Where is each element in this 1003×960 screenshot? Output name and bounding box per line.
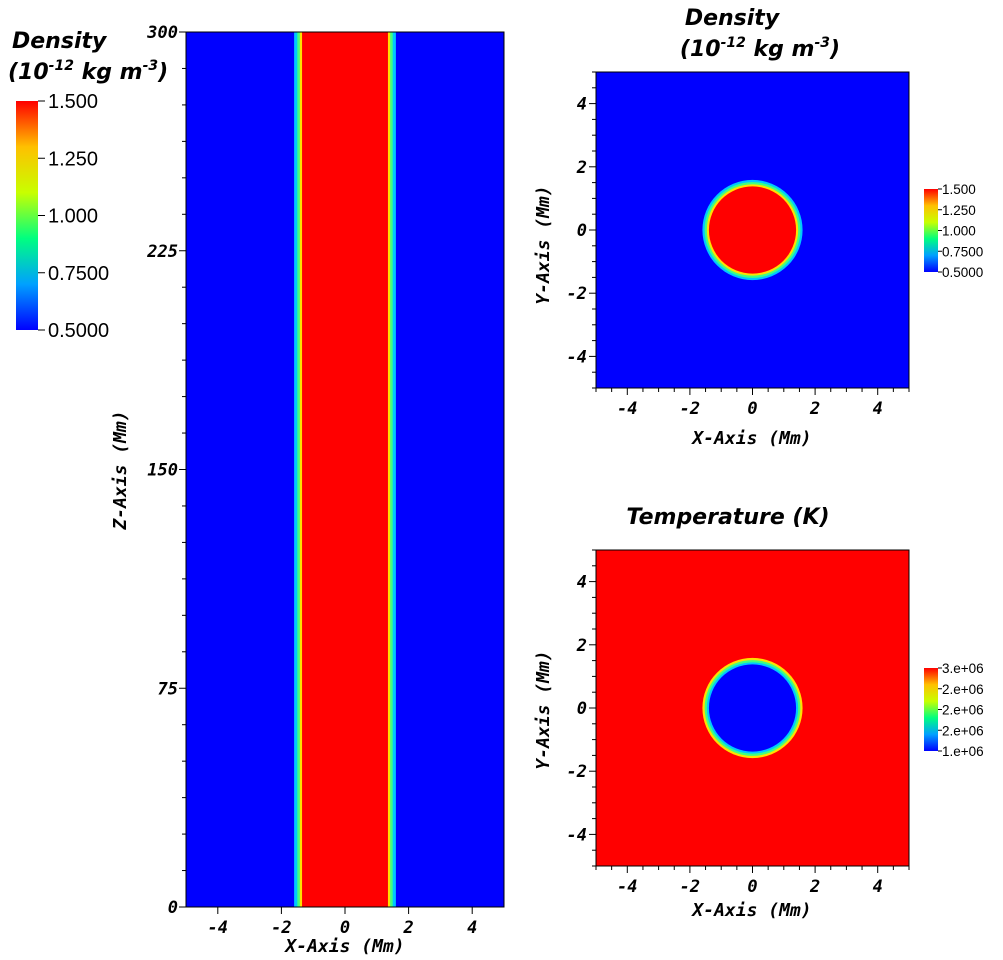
y-tick-label: 150 (147, 461, 178, 481)
y-tick-label: 4 (577, 573, 587, 593)
temperature-xy-colorbar (924, 668, 938, 751)
left-colorbar-title-line1: Density (12, 29, 108, 54)
temperature-panel-title: Temperature (K) (626, 505, 829, 530)
temperature-xy-xlabel: X-Axis (Mm) (690, 900, 811, 921)
density-panel-title-line2: (10-12 kg m-3) (680, 35, 840, 62)
tube-boundary-band (389, 32, 393, 907)
left-colorbar-gradient (16, 101, 38, 330)
colorbar-tick-label: 2.e+06 (942, 682, 984, 697)
left-colorbar-title-line2: (10-12 kg m-3) (8, 58, 168, 85)
colorbar-tick-label: 1.250 (942, 203, 976, 218)
colorbar-tick-label: 1.e+06 (942, 744, 984, 759)
tube-boundary-band (299, 32, 303, 907)
flux-tube-core (708, 186, 797, 274)
x-tick-label: 2 (809, 877, 820, 897)
y-tick-label: 2 (576, 158, 587, 178)
y-tick-label: 4 (577, 95, 587, 115)
x-tick-label: 2 (402, 918, 413, 938)
y-tick-label: 0 (577, 699, 587, 719)
x-tick-label: 0 (747, 399, 757, 419)
y-tick-label: -4 (567, 825, 587, 845)
tube-boundary-band (297, 32, 301, 907)
colorbar-tick-label: 2.e+06 (942, 723, 984, 738)
y-tick-label: 0 (577, 221, 587, 241)
flux-tube-core (708, 664, 797, 752)
y-tick-label: 0 (168, 898, 178, 918)
x-tick-label: 4 (467, 918, 477, 938)
colorbar-tick-label: 1.500 (48, 91, 98, 113)
x-tick-label: 0 (340, 918, 350, 938)
colorbar-tick-label: 0.5000 (48, 320, 109, 342)
colorbar-tick-label: 2.e+06 (942, 703, 984, 718)
x-tick-label: -4 (617, 877, 637, 897)
x-tick-label: -2 (680, 399, 700, 419)
y-tick-label: -2 (567, 762, 587, 782)
flux-tube-core (302, 32, 388, 907)
x-tick-label: 2 (809, 399, 820, 419)
density-xy-xlabel: X-Axis (Mm) (690, 428, 811, 449)
tube-boundary-band (387, 32, 391, 907)
density-panel-title-line1: Density (685, 6, 781, 31)
x-tick-label: -2 (680, 877, 700, 897)
x-tick-label: 0 (747, 877, 757, 897)
colorbar-tick-label: 1.000 (48, 206, 98, 228)
left-colorbar: Density (10-12 kg m-3) 1.500 1.250 1.000 0.… (8, 29, 168, 342)
x-tick-label: -2 (271, 918, 291, 938)
y-tick-label: -2 (567, 284, 587, 304)
x-tick-label: -4 (617, 399, 637, 419)
tube-boundary-band (294, 32, 300, 907)
density-xy-ylabel: Y-Axis (Mm) (533, 185, 554, 304)
density-xy-colorbar (924, 189, 938, 272)
temperature-xy-panel: Temperature (K) -4 -2 0 2 4 -4 -2 0 2 4 X-Axis (M… (533, 505, 984, 921)
y-tick-label: 300 (146, 23, 178, 43)
density-xy-panel: Density (10-12 kg m-3) -4 -2 0 2 4 -4 -2 0 2 4 X-… (533, 6, 983, 449)
x-tick-label: 4 (873, 399, 883, 419)
colorbar-tick-label: 0.7500 (942, 244, 983, 259)
vertical-slice-panel: -4 -2 0 2 4 0 75 150 225 300 X-Axis (Mm) Z-Axis (… (110, 23, 505, 957)
colorbar-tick-label: 0.5000 (942, 265, 983, 280)
y-tick-label: -4 (567, 347, 587, 367)
y-tick-label: 75 (158, 679, 178, 699)
vertical-slice-ylabel: Z-Axis (Mm) (110, 410, 131, 530)
x-tick-label: 4 (873, 877, 883, 897)
y-tick-label: 225 (146, 242, 178, 262)
colorbar-tick-label: 1.500 (942, 182, 976, 197)
colorbar-tick-label: 0.7500 (48, 263, 109, 285)
colorbar-tick-label: 1.000 (942, 224, 976, 239)
temperature-xy-ylabel: Y-Axis (Mm) (533, 650, 554, 769)
x-tick-label: -4 (208, 918, 228, 938)
y-tick-label: 2 (576, 636, 587, 656)
colorbar-tick-label: 3.e+06 (942, 661, 984, 676)
colorbar-tick-label: 1.250 (48, 148, 98, 170)
tube-boundary-band (390, 32, 396, 907)
vertical-slice-xlabel: X-Axis (Mm) (283, 936, 404, 957)
